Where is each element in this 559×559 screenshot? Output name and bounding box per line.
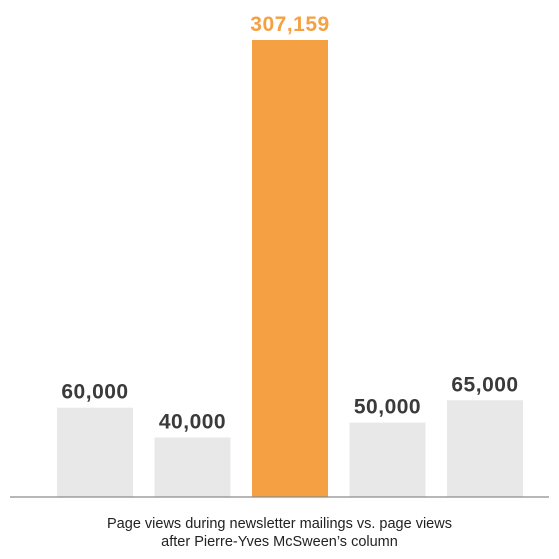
bar-value-label: 50,000 <box>354 396 421 419</box>
caption-line-1: Page views during newsletter mailings vs… <box>107 516 452 532</box>
chart-caption: Page views during newsletter mailings vs… <box>0 515 559 551</box>
bar <box>57 407 133 497</box>
caption-line-2: after Pierre-Yves McSween’s column <box>161 534 398 550</box>
bar-chart: 60,000 40,000 307,159 50,000 65,000 <box>10 13 549 498</box>
bar-value-label: 65,000 <box>451 373 518 396</box>
bar-highlight <box>252 40 328 497</box>
bar-value-label: 307,159 <box>250 13 329 36</box>
bar <box>154 437 231 497</box>
bar <box>447 400 523 497</box>
bar <box>349 422 426 497</box>
bar-value-label: 60,000 <box>61 381 128 404</box>
bar-value-label: 40,000 <box>159 410 226 433</box>
